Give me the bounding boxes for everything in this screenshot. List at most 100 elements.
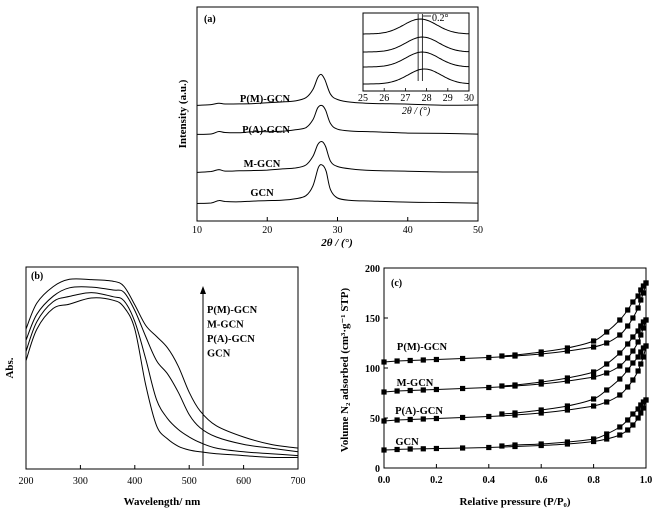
panel-c-point (433, 415, 439, 422)
panel-a-x-tick-label: 50 (473, 225, 483, 236)
panel-c-point (640, 399, 646, 405)
panel-c-point (630, 315, 636, 321)
panel-c-point (460, 414, 466, 421)
panel-c-point (635, 368, 641, 374)
panel-c-point (433, 356, 439, 363)
panel-c-point (538, 349, 544, 355)
panel-c-x-tick-label: 0.6 (535, 475, 548, 486)
panel-c-point (564, 375, 570, 381)
inset-curve-0 (362, 18, 470, 35)
panel-c-point (638, 361, 644, 367)
panel-c-point (604, 399, 610, 405)
inset-annotation: 0.2° (432, 13, 449, 24)
panel-c-point (407, 387, 413, 394)
panel-c-point (512, 352, 518, 358)
panel-c-point (604, 387, 610, 393)
panel-c-point (638, 323, 644, 329)
panel-c-point (394, 388, 400, 394)
panel-c-point (564, 439, 570, 445)
panel-a-series-labels: P(M)-GCN P(A)-GCN M-GCN GCN (240, 94, 291, 199)
panel-a-curve-0 (196, 73, 479, 106)
panel-a-frame (196, 6, 479, 222)
panel-c-point (638, 332, 644, 338)
panel-c-point (381, 389, 387, 395)
panel-b-curve-1 (25, 286, 299, 453)
inset-curve-1 (362, 36, 470, 53)
panel-c-point (564, 348, 570, 354)
panel-a-series-label: GCN (250, 188, 274, 199)
panel-c-x-label: Relative pressure (P/P₀) (459, 496, 570, 508)
panel-b-arrow-label: P(M)-GCN (207, 305, 258, 316)
panel-a-series-label: P(A)-GCN (242, 125, 290, 136)
panel-a: (a) 10 20 30 40 50 2θ / (°) Intensity (a.u.)… (177, 6, 483, 249)
panel-b-x-tick-label: 700 (291, 476, 306, 487)
panel-c-point (630, 348, 636, 354)
panel-c-point (564, 345, 570, 351)
panel-c-point (460, 445, 466, 451)
panel-b-x-tick-label: 200 (19, 476, 34, 487)
panel-c-point (630, 422, 636, 428)
panel-b-arrow-label: M-GCN (207, 320, 244, 331)
panel-c-point (604, 361, 610, 367)
panel-c-series-labels: P(M)-GCN M-GCN P(A)-GCN GCN (395, 342, 447, 448)
panel-c-point (604, 329, 610, 335)
panel-c-desorption-curve-3 (501, 399, 647, 447)
panel-c-point (486, 444, 492, 451)
panel-c-x-ticks: 0.0 0.2 0.4 0.6 0.8 1.0 (378, 464, 652, 486)
panel-c-point (512, 442, 518, 448)
inset-x-tick-label: 25 (358, 93, 368, 104)
panel-c-point (625, 307, 631, 313)
panel-c-point (433, 445, 439, 452)
panel-c-point (486, 354, 492, 361)
panel-c-point (591, 338, 597, 344)
panel-a-series-label: P(M)-GCN (240, 94, 291, 105)
panel-c-desorption-curve-0 (501, 282, 647, 357)
panel-b-label: (b) (31, 271, 43, 282)
panel-c-point (640, 283, 646, 289)
panel-c-point (591, 374, 597, 380)
panel-c-point (512, 410, 518, 416)
panel-c-point (625, 367, 631, 373)
panel-c-point (617, 424, 623, 430)
panel-c-point (604, 436, 610, 442)
panel-c-series-label: P(M)-GCN (397, 342, 448, 353)
panel-c-point (638, 349, 644, 355)
panel-c-series-label: GCN (395, 437, 419, 448)
panel-a-x-tick-label: 10 (192, 225, 202, 236)
panel-c-point (625, 323, 631, 329)
panel-c-point (617, 350, 623, 356)
panel-c-point (604, 370, 610, 376)
panel-c-point (640, 319, 646, 325)
panel-c-point (564, 407, 570, 413)
panel-c-point (499, 383, 505, 389)
panel-c-point (512, 382, 518, 388)
panel-b-curve-2 (25, 292, 299, 457)
panel-c-point (486, 413, 492, 420)
panel-c-point (630, 334, 636, 340)
panel-c-y-tick-label: 100 (365, 364, 380, 375)
panel-b-x-tick-label: 400 (127, 476, 142, 487)
panel-c-y-tick-label: 0 (375, 464, 380, 475)
panel-c-point (420, 416, 426, 422)
panel-a-inset: 25 26 27 28 29 30 2θ / (°) 0.2° (358, 12, 474, 117)
panel-c-point (640, 345, 646, 351)
panel-c-point (433, 386, 439, 393)
panel-c-point (617, 332, 623, 338)
panel-c: (c) 0.0 0.2 0.4 0.6 0.8 1.0 0 50 100 150 200 Rela… (339, 264, 652, 508)
panel-c-point (394, 446, 400, 453)
panel-c-y-tick-label: 150 (365, 314, 380, 325)
panel-c-point (638, 297, 644, 303)
panel-c-point (604, 340, 610, 346)
panel-c-point (638, 410, 644, 416)
panel-c-point (460, 385, 466, 392)
panel-b-curves (25, 278, 299, 459)
panel-c-point (460, 355, 466, 362)
panel-a-curve-1 (196, 104, 479, 135)
panel-a-series-label: M-GCN (244, 159, 281, 170)
inset-x-label: 2θ / (°) (402, 106, 431, 117)
panel-c-point (625, 384, 631, 390)
panel-a-x-label: 2θ / (°) (320, 237, 353, 249)
panel-b-x-tick-label: 500 (182, 476, 197, 487)
panel-c-y-ticks: 0 50 100 150 200 (365, 264, 388, 475)
